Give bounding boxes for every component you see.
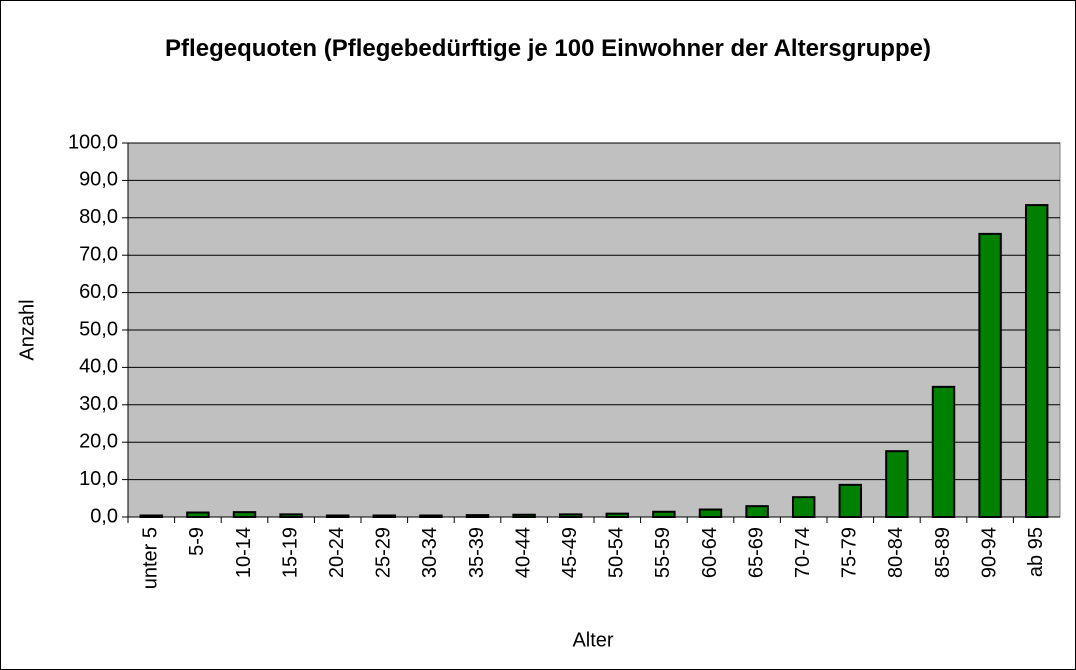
x-tick-label: 60-64 — [699, 527, 721, 578]
y-tick-label: 100,0 — [68, 131, 118, 153]
bar — [605, 512, 630, 518]
bar — [885, 450, 909, 518]
bar — [978, 232, 1002, 519]
bar — [931, 385, 956, 518]
x-tick-label: 65-69 — [745, 527, 767, 578]
y-tick-label: 10,0 — [79, 468, 118, 490]
x-tick-label: 55-59 — [652, 527, 674, 578]
bar — [745, 505, 769, 518]
x-tick-label: ab 95 — [1025, 527, 1047, 577]
y-tick-label: 60,0 — [79, 281, 118, 303]
x-tick-label: 25-29 — [373, 527, 395, 578]
x-tick-label: 40-44 — [512, 527, 534, 578]
y-axis-label: Anzahl — [16, 299, 38, 360]
x-tick-label: 80-84 — [885, 527, 907, 578]
bar — [232, 511, 257, 519]
x-tick-label: 70-74 — [792, 527, 814, 578]
x-tick-label: 15-19 — [279, 527, 301, 578]
x-tick-label: 20-24 — [326, 527, 348, 578]
bar — [838, 483, 863, 518]
y-tick-label: 70,0 — [79, 243, 118, 265]
bar — [791, 496, 816, 519]
x-tick-label: unter 5 — [140, 527, 162, 589]
x-tick-label: 85-89 — [932, 527, 954, 578]
x-tick-label: 50-54 — [606, 527, 628, 578]
bar — [652, 510, 676, 519]
bar — [698, 508, 723, 518]
x-tick-label: 10-14 — [233, 527, 255, 578]
x-tick-label: 90-94 — [978, 527, 1000, 578]
y-tick-label: 20,0 — [79, 430, 118, 452]
y-tick-label: 30,0 — [79, 393, 118, 415]
y-tick-label: 90,0 — [79, 169, 118, 191]
x-tick-label: 75-79 — [839, 527, 861, 578]
y-tick-label: 80,0 — [79, 206, 118, 228]
chart-title: Pflegequoten (Pflegebedürftige je 100 Ei… — [165, 35, 931, 62]
bar — [186, 511, 210, 519]
x-tick-label: 35-39 — [466, 527, 488, 578]
x-axis-label: Alter — [572, 629, 613, 651]
y-tick-label: 50,0 — [79, 318, 118, 340]
y-tick-label: 0,0 — [90, 505, 118, 527]
y-tick-label: 40,0 — [79, 356, 118, 378]
bar — [1024, 204, 1049, 518]
x-tick-label: 30-34 — [419, 527, 441, 578]
x-tick-label: 45-49 — [559, 527, 581, 578]
x-tick-label: 5-9 — [186, 527, 208, 556]
